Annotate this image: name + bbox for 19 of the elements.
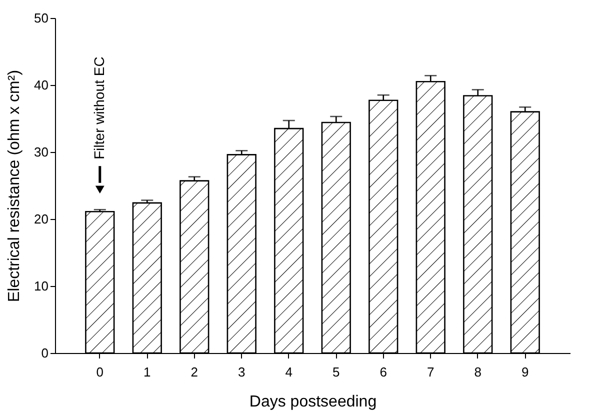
x-tick-label: 7 (427, 364, 434, 380)
x-tick-label: 1 (144, 364, 151, 380)
y-axis-title: Electrical resistance (ohm x cm²) (6, 70, 24, 302)
x-axis-title: Days postseeding (249, 394, 377, 410)
y-tick-label: 50 (34, 10, 48, 26)
x-tick-label: 4 (285, 364, 292, 380)
y-tick-label: 0 (41, 346, 48, 360)
x-tick-label: 0 (96, 364, 104, 380)
x-tick-label: 3 (238, 364, 246, 380)
y-tick-label: 30 (34, 144, 48, 160)
y-tick-label: 10 (34, 278, 48, 294)
x-tick-label: 2 (190, 364, 198, 380)
annotation: Filter without EC (90, 56, 107, 160)
x-tick-label: 9 (521, 364, 529, 380)
y-tick-label: 40 (34, 78, 48, 92)
x-tick-label: 6 (380, 364, 387, 380)
x-tick-label: 8 (474, 364, 482, 380)
y-tick-label: 20 (34, 212, 48, 226)
x-tick-label: 5 (332, 364, 340, 380)
